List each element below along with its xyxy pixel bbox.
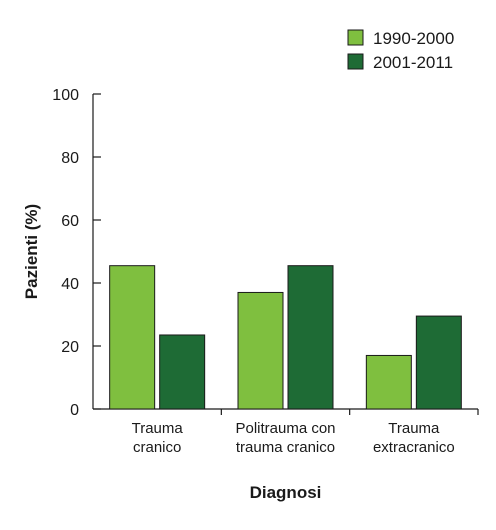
y-axis: 0 20 40 60 80 100 [52,87,101,419]
legend-label: 1990-2000 [373,29,454,48]
y-tick-label: 40 [61,276,79,293]
bar [159,334,206,410]
x-axis: Trauma cranico Politrauma con trauma cranic… [93,408,479,456]
y-tick-label: 100 [52,87,79,104]
bars [109,265,462,410]
legend-swatch [347,29,364,46]
y-tick-label: 0 [70,402,79,419]
bar [287,265,334,410]
y-tick-label: 20 [61,339,79,356]
y-tick-label: 80 [61,150,79,167]
legend-label: 2001-2011 [373,53,453,72]
y-axis-label: Pazienti (%) [22,204,41,299]
x-tick-label: Trauma extracranico [373,420,455,456]
bar [109,265,156,410]
bar [365,354,412,410]
x-tick-label: Politrauma con trauma cranico [235,420,335,456]
bar [237,291,284,410]
x-tick-label: Trauma cranico [132,420,184,456]
legend-swatch [347,53,364,70]
bar [415,315,462,410]
y-tick-label: 60 [61,213,79,230]
legend: 1990-2000 2001-2011 [347,29,454,72]
x-axis-label: Diagnosi [250,483,322,502]
